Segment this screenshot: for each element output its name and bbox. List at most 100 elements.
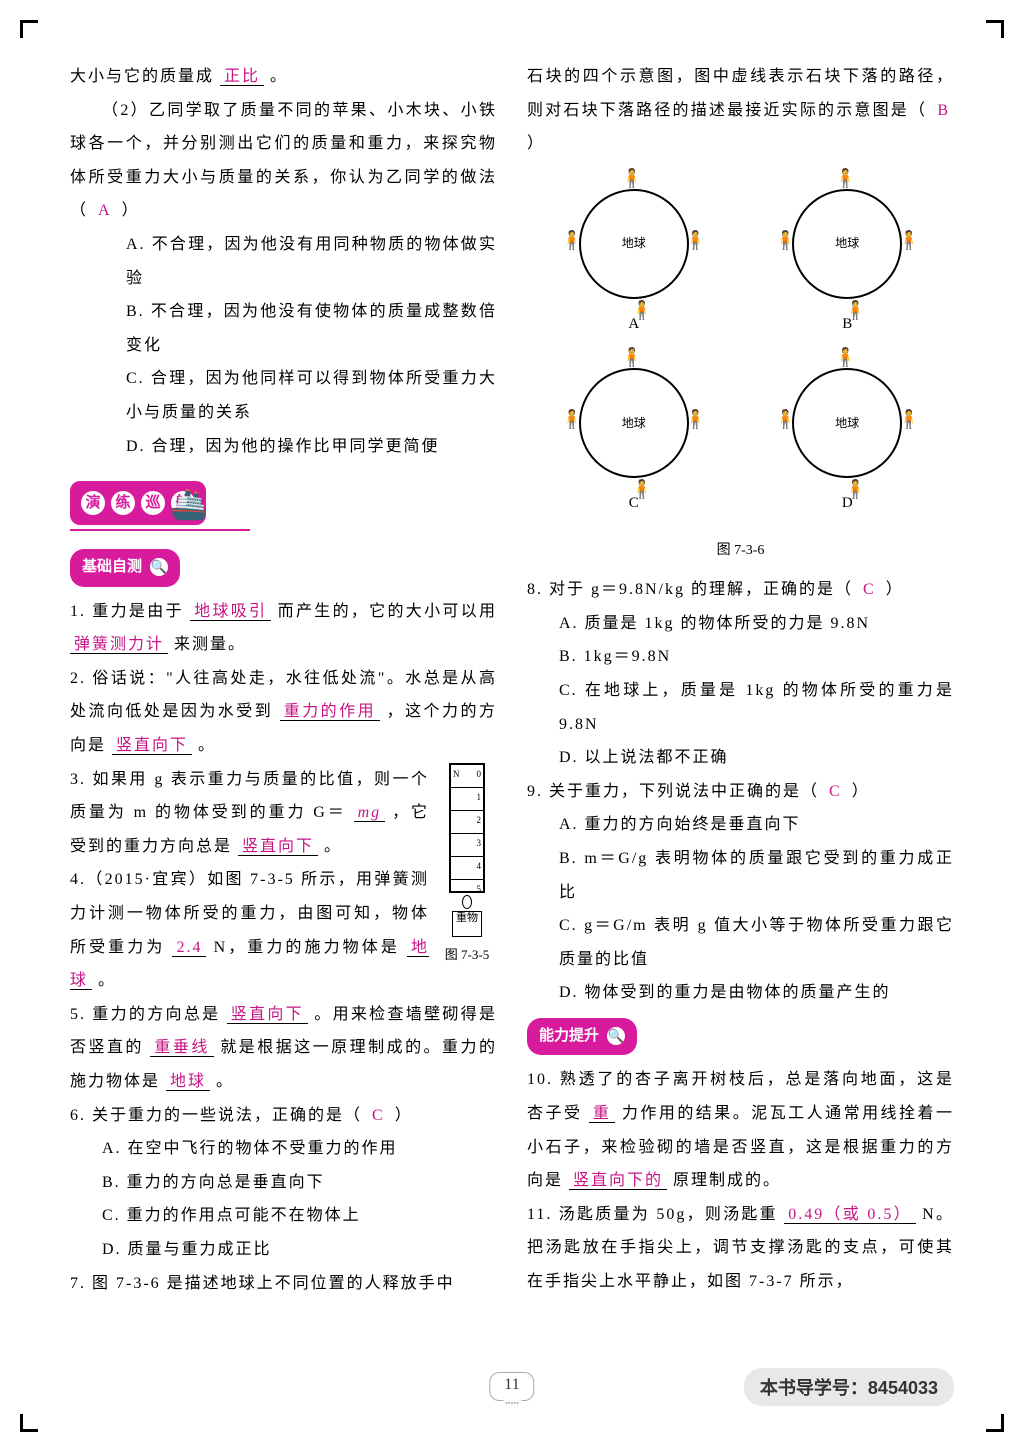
text: 。 [216, 1073, 234, 1090]
question-11: 11. 汤匙质量为 50g，则汤匙重 0.49（或 0.5） N。把汤匙放在手指… [527, 1198, 954, 1299]
earth-circle: 地球 🧍 🧍 🧍 🧍 [579, 368, 689, 478]
text: ） [852, 783, 870, 800]
option-d: D. 物体受到的重力是由物体的质量产生的 [527, 976, 954, 1010]
option-b: B. 1kg＝9.8N [527, 640, 954, 674]
text: 5. 重力的方向总是 [70, 1006, 220, 1023]
banner-char: 练 [111, 491, 135, 515]
answer: C [825, 783, 846, 800]
text: 石块的四个示意图，图中虚线表示石块下落的路径，则对石块下落路径的描述最接近实际的… [527, 68, 954, 119]
earth-label: 地球 [622, 411, 646, 436]
text: ） [527, 135, 545, 152]
question-2-intro: （2）乙同学取了质量不同的苹果、小木块、小铁球各一个，并分别测出它们的质量和重力… [70, 94, 497, 228]
blank-answer: 重力的作用 [280, 703, 380, 721]
option-a: A. 质量是 1kg 的物体所受的力是 9.8N [527, 607, 954, 641]
earth-diagram: 地球 🧍 🧍 🧍 🧍 A 地球 🧍 🧍 🧍 🧍 B [527, 169, 954, 528]
figure-caption: 图 7-3-6 [527, 536, 954, 565]
pill-text: 能力提升 [539, 1028, 599, 1044]
blank-answer: 正比 [220, 68, 264, 86]
option-c: C. g＝G/m 表明 g 值大小等于物体所受重力跟它质量的比值 [527, 909, 954, 976]
question-8: 8. 对于 g＝9.8N/kg 的理解，正确的是（ C ） [527, 573, 954, 607]
question-1: 1. 重力是由于 地球吸引 而产生的，它的大小可以用 弹簧测力计 来测量。 [70, 595, 497, 662]
right-column: 石块的四个示意图，图中虚线表示石块下落的路径，则对石块下落路径的描述最接近实际的… [527, 60, 954, 1300]
blank-answer: 重 [589, 1105, 615, 1123]
diagram-d: 地球 🧍 🧍 🧍 🧍 D [751, 348, 943, 520]
earth-circle: 地球 🧍 🧍 🧍 🧍 [792, 189, 902, 299]
option-b: B. m＝G/g 表明物体的质量跟它受到的重力成正比 [527, 842, 954, 909]
banner-char: 演 [81, 491, 105, 515]
page-columns: 大小与它的质量成 正比 。 （2）乙同学取了质量不同的苹果、小木块、小铁球各一个… [70, 60, 954, 1300]
option-c: C. 在地球上，质量是 1kg 的物体所受的重力是 9.8N [527, 674, 954, 741]
blank-answer: mg [354, 804, 386, 822]
blank-answer: 竖直向下 [227, 1006, 308, 1024]
option-c: C. 重力的作用点可能不在物体上 [70, 1199, 497, 1233]
option-b: B. 不合理，因为他没有使物体的质量成整数倍变化 [70, 295, 497, 362]
blank-answer: 重垂线 [150, 1039, 213, 1057]
answer: B [933, 102, 954, 119]
scale-body: N 0 1 2 3 4 5 [449, 763, 485, 893]
earth-label: 地球 [622, 231, 646, 256]
diagram-a: 地球 🧍 🧍 🧍 🧍 A [538, 169, 730, 341]
figure-caption: 图 7-3-5 [437, 941, 497, 968]
blank-answer: 竖直向下 [112, 737, 192, 755]
pill-basic: 基础自测 🔍 [70, 541, 497, 595]
question-2: 2. 俗话说："人往高处走，水往低处流"。水总是从高处流向低处是因为水受到 重力… [70, 662, 497, 763]
guide-number: 本书导学号：8454033 [744, 1368, 954, 1406]
text: 原理制成的。 [673, 1172, 781, 1189]
banner-char: 巡 [141, 491, 165, 515]
blank-answer: 2.4 [172, 939, 206, 957]
text: 8. 对于 g＝9.8N/kg 的理解，正确的是（ [527, 581, 853, 598]
text: 来测量。 [174, 636, 246, 653]
ship-icon: 🚢 [170, 473, 207, 536]
crop-mark [20, 1414, 38, 1432]
text: ） [395, 1107, 413, 1124]
question-10: 10. 熟透了的杏子离开树枝后，总是落向地面，这是杏子受 重 力作用的结果。泥瓦… [527, 1063, 954, 1197]
text: 。 [198, 737, 216, 754]
question-3: 3. 如果用 g 表示重力与质量的比值，则一个质量为 m 的物体受到的重力 G＝… [70, 763, 497, 864]
crop-mark [986, 20, 1004, 38]
text: ） [122, 202, 140, 219]
option-d: D. 合理，因为他的操作比甲同学更简便 [70, 430, 497, 464]
blank-answer: 0.49（或 0.5） [784, 1206, 916, 1224]
text: 。 [98, 972, 116, 989]
earth-circle: 地球 🧍 🧍 🧍 🧍 [792, 368, 902, 478]
earth-label: 地球 [835, 231, 859, 256]
option-b: B. 重力的方向总是垂直向下 [70, 1166, 497, 1200]
option-c: C. 合理，因为他同样可以得到物体所受重力大小与质量的关系 [70, 362, 497, 429]
text: 6. 关于重力的一些说法，正确的是（ [70, 1107, 362, 1124]
blank-answer: 竖直向下 [238, 838, 318, 856]
magnifier-icon: 🔍 [150, 558, 168, 576]
blank-answer: 竖直向下的 [569, 1172, 667, 1190]
question-6: 6. 关于重力的一些说法，正确的是（ C ） [70, 1099, 497, 1133]
answer: C [368, 1107, 389, 1124]
banner-underline [70, 529, 251, 531]
hook-icon [462, 895, 472, 909]
pill-text: 基础自测 [82, 559, 142, 575]
q3-q4-block: N 0 1 2 3 4 5 重物 图 7-3-5 3. 如果用 g 表示重力与质… [70, 763, 497, 998]
option-d: D. 质量与重力成正比 [70, 1233, 497, 1267]
answer: C [859, 581, 880, 598]
blank-answer: 地球吸引 [190, 603, 271, 621]
question-7: 7. 图 7-3-6 是描述地球上不同位置的人释放手中 [70, 1267, 497, 1301]
answer: A [94, 202, 116, 219]
page-number: 11 [489, 1372, 534, 1401]
pill-advanced: 能力提升 🔍 [527, 1010, 954, 1064]
text: 。 [324, 838, 342, 855]
text: ） [886, 581, 904, 598]
text: 而产生的，它的大小可以用 [278, 603, 497, 620]
blank-answer: 弹簧测力计 [70, 636, 168, 654]
q7-continued: 石块的四个示意图，图中虚线表示石块下落的路径，则对石块下落路径的描述最接近实际的… [527, 60, 954, 161]
option-a: A. 不合理，因为他没有用同种物质的物体做实验 [70, 228, 497, 295]
crop-mark [20, 20, 38, 38]
question-4: 4.（2015·宜宾）如图 7-3-5 所示，用弹簧测力计测一物体所受的重力，由… [70, 863, 497, 997]
spring-scale-figure: N 0 1 2 3 4 5 重物 图 7-3-5 [437, 763, 497, 968]
question-9: 9. 关于重力，下列说法中正确的是（ C ） [527, 775, 954, 809]
diagram-c: 地球 🧍 🧍 🧍 🧍 C [538, 348, 730, 520]
text: 大小与它的质量成 [70, 68, 214, 85]
pill-label: 基础自测 🔍 [70, 549, 180, 587]
option-d: D. 以上说法都不正确 [527, 741, 954, 775]
weight-box: 重物 [452, 911, 482, 937]
section-banner: 演 练 巡 航 🚢 [70, 481, 497, 531]
magnifier-icon: 🔍 [607, 1027, 625, 1045]
blank-answer: 地球 [166, 1073, 210, 1091]
left-column: 大小与它的质量成 正比 。 （2）乙同学取了质量不同的苹果、小木块、小铁球各一个… [70, 60, 497, 1300]
